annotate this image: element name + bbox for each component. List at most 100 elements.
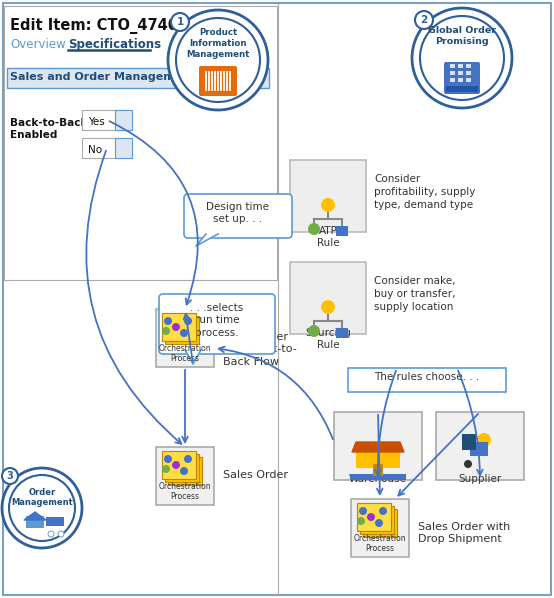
Circle shape <box>379 507 387 515</box>
Circle shape <box>168 10 268 110</box>
Circle shape <box>58 531 64 537</box>
Text: v: v <box>119 145 125 155</box>
Circle shape <box>359 507 367 515</box>
Text: Overview: Overview <box>10 38 66 51</box>
Text: Enabled: Enabled <box>10 130 58 140</box>
Circle shape <box>464 460 472 468</box>
Text: . . .selects
run time
process.: . . .selects run time process. <box>191 303 244 338</box>
FancyBboxPatch shape <box>336 226 348 236</box>
Text: Global Order
Promising: Global Order Promising <box>428 26 496 46</box>
FancyBboxPatch shape <box>290 160 366 232</box>
FancyBboxPatch shape <box>360 506 394 534</box>
Text: 3: 3 <box>7 471 13 481</box>
Text: Warehouse: Warehouse <box>349 474 407 484</box>
Text: Orchestration
Process: Orchestration Process <box>158 481 211 501</box>
Circle shape <box>180 329 188 337</box>
Text: Order
Management: Order Management <box>11 488 73 507</box>
FancyBboxPatch shape <box>466 78 471 82</box>
Circle shape <box>171 13 189 31</box>
FancyBboxPatch shape <box>348 368 506 392</box>
Circle shape <box>162 465 170 473</box>
FancyBboxPatch shape <box>458 78 463 82</box>
Circle shape <box>415 11 433 29</box>
Circle shape <box>375 519 383 527</box>
Circle shape <box>162 327 170 335</box>
FancyBboxPatch shape <box>199 66 237 96</box>
Circle shape <box>321 300 335 314</box>
FancyBboxPatch shape <box>470 442 488 456</box>
FancyBboxPatch shape <box>290 262 366 334</box>
Circle shape <box>357 517 365 525</box>
Circle shape <box>2 468 82 548</box>
FancyBboxPatch shape <box>458 71 463 75</box>
Text: Edit Item: CTO_474000: Edit Item: CTO_474000 <box>10 18 198 34</box>
Circle shape <box>184 455 192 463</box>
FancyBboxPatch shape <box>356 448 400 468</box>
FancyBboxPatch shape <box>26 516 44 528</box>
Text: 2: 2 <box>420 15 428 25</box>
Circle shape <box>2 468 18 484</box>
Text: Sales Order with
Drop Shipment: Sales Order with Drop Shipment <box>418 522 510 544</box>
FancyBboxPatch shape <box>450 71 455 75</box>
FancyBboxPatch shape <box>336 328 348 338</box>
Circle shape <box>9 475 75 541</box>
FancyBboxPatch shape <box>184 194 292 238</box>
FancyBboxPatch shape <box>450 78 455 82</box>
Text: Specifications: Specifications <box>68 38 161 51</box>
FancyBboxPatch shape <box>165 316 199 344</box>
FancyBboxPatch shape <box>363 509 397 537</box>
Circle shape <box>321 198 335 212</box>
Text: ATP
Rule: ATP Rule <box>317 226 339 248</box>
Text: v: v <box>119 117 125 127</box>
FancyBboxPatch shape <box>3 3 551 595</box>
FancyBboxPatch shape <box>458 64 463 68</box>
FancyBboxPatch shape <box>165 454 199 482</box>
FancyBboxPatch shape <box>168 457 202 485</box>
Circle shape <box>48 531 54 537</box>
FancyBboxPatch shape <box>446 86 478 92</box>
Text: Orchestration
Process: Orchestration Process <box>353 533 406 553</box>
FancyBboxPatch shape <box>357 503 391 531</box>
Circle shape <box>308 223 320 235</box>
Circle shape <box>308 325 320 337</box>
FancyBboxPatch shape <box>436 412 524 480</box>
Text: Design time
set up. . .: Design time set up. . . <box>207 202 269 224</box>
FancyBboxPatch shape <box>156 309 214 367</box>
FancyBboxPatch shape <box>466 64 471 68</box>
FancyBboxPatch shape <box>162 313 196 341</box>
Circle shape <box>172 323 180 331</box>
Text: Back-to-Back: Back-to-Back <box>10 118 88 128</box>
Circle shape <box>412 8 512 108</box>
FancyBboxPatch shape <box>351 499 409 557</box>
FancyBboxPatch shape <box>462 434 476 450</box>
Circle shape <box>164 455 172 463</box>
Circle shape <box>172 461 180 469</box>
FancyBboxPatch shape <box>350 474 406 480</box>
Text: Supplier: Supplier <box>458 474 501 484</box>
FancyBboxPatch shape <box>373 464 383 476</box>
Polygon shape <box>24 512 46 520</box>
Text: No: No <box>88 145 102 155</box>
FancyBboxPatch shape <box>82 138 132 158</box>
Text: The rules choose. . .: The rules choose. . . <box>375 372 480 382</box>
Text: Consider
profitability, supply
type, demand type: Consider profitability, supply type, dem… <box>374 174 475 210</box>
Polygon shape <box>352 442 404 452</box>
FancyBboxPatch shape <box>444 62 480 94</box>
FancyBboxPatch shape <box>159 294 275 354</box>
Circle shape <box>184 317 192 325</box>
Text: Product
Information
Management: Product Information Management <box>186 28 250 59</box>
FancyBboxPatch shape <box>162 451 196 479</box>
FancyBboxPatch shape <box>115 110 132 130</box>
FancyBboxPatch shape <box>4 6 277 280</box>
Text: Sales Order
with Back-to-
Back Flow: Sales Order with Back-to- Back Flow <box>223 332 297 367</box>
FancyBboxPatch shape <box>156 447 214 505</box>
Circle shape <box>367 513 375 521</box>
Polygon shape <box>185 350 201 364</box>
FancyBboxPatch shape <box>168 319 202 347</box>
Text: Sales Order: Sales Order <box>223 470 288 480</box>
FancyBboxPatch shape <box>7 68 269 88</box>
Circle shape <box>176 18 260 102</box>
Text: 1: 1 <box>176 17 183 27</box>
FancyBboxPatch shape <box>115 138 132 158</box>
FancyBboxPatch shape <box>334 412 422 480</box>
